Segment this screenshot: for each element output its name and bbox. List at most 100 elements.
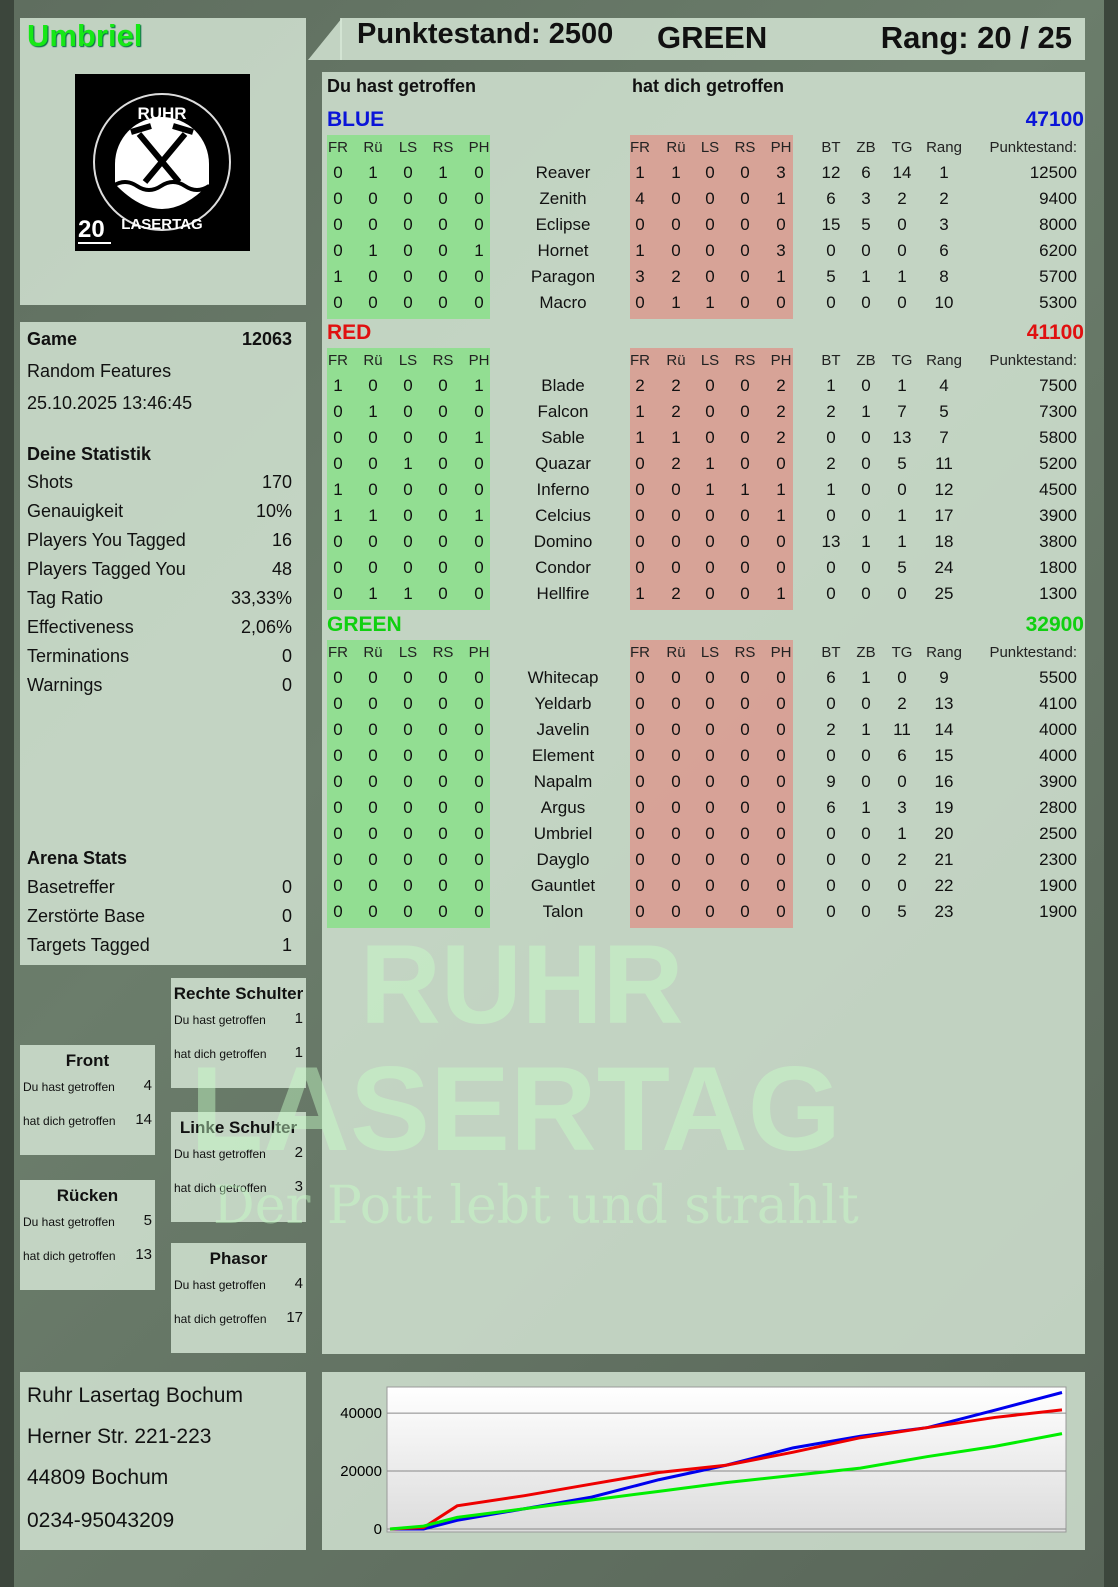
stat-cell: 1 [861,402,871,421]
stat-cell: 0 [861,584,871,603]
stat-row: Players You Tagged 16 [27,530,292,551]
col-header: PH [468,139,490,156]
hit-you-cell: 1 [776,506,786,525]
stat-cell: 2 [826,454,836,473]
player-name: Element [531,746,595,765]
hit-you-cell: 0 [635,454,645,473]
hit-you-label: hat dich getroffen [174,1181,267,1195]
you-hit-cell: 0 [438,850,448,869]
you-hit-cell: 0 [474,215,484,234]
stat-cell: 1 [897,824,907,843]
stat-cell: 4 [939,376,949,395]
col-header: Rü [666,644,686,661]
hit-you-cell: 0 [740,428,750,447]
you-hit-cell: 0 [403,506,413,525]
stat-cell: 6 [826,668,836,687]
stat-cell: 0 [861,824,871,843]
hit-you-cell: 0 [635,293,645,312]
hit-zone-1: Front Du hast getroffen 4 hat dich getroffe… [20,1045,155,1155]
hit-you-cell: 0 [671,798,681,817]
player-score: 8000 [1039,215,1077,234]
hit-you-cell: 0 [776,293,786,312]
player-score: 9400 [1039,189,1077,208]
you-hit-cell: 1 [474,376,484,395]
you-hit-cell: 1 [368,402,378,421]
stat-label: Warnings [27,675,103,695]
hit-zone-title: Rechte Schulter [173,984,304,1003]
you-hit-cell: 0 [333,454,343,473]
stat-cell: 2 [897,850,907,869]
col-header: PH [770,352,792,369]
game-datetime-text: 25.10.2025 13:46:45 [27,393,193,413]
player-team: GREEN [657,20,768,55]
stat-cell: 1 [861,668,871,687]
arena-title-text: Arena Stats [27,848,128,868]
hit-you-cell: 1 [635,428,645,447]
you-hit-cell: 0 [438,402,448,421]
stat-cell: 16 [934,772,954,791]
hit-you-cell: 0 [705,163,715,182]
you-hit-cell: 0 [368,215,378,234]
stat-cell: 1 [897,376,907,395]
player-name: Reaver [535,163,591,182]
svg-text:20: 20 [78,216,105,243]
stat-cell: 9 [826,772,836,791]
hit-you-cell: 0 [635,694,645,713]
you-hit-value: 1 [294,1010,303,1027]
hit-you-cell: 4 [635,189,645,208]
col-header: Rü [666,352,686,369]
stat-cell: 22 [934,876,954,895]
you-hit-cell: 0 [368,454,378,473]
you-hit-cell: 0 [333,824,343,843]
stat-cell: 2 [897,694,907,713]
player-score: 1900 [1039,876,1077,895]
you-hit-cell: 0 [438,558,448,577]
you-hit-block [327,135,490,319]
you-hit-cell: 0 [474,720,484,739]
you-hit-label: Du hast getroffen [174,1147,266,1161]
stat-value: 170 [261,472,292,492]
you-hit-cell: 0 [474,480,484,499]
hit-you-cell: 0 [635,850,645,869]
stat-cell: 0 [897,876,907,895]
player-score: 5800 [1039,428,1077,447]
player-name: Gauntlet [530,876,596,895]
player-score: 2300 [1039,850,1077,869]
you-hit-cell: 0 [333,402,343,421]
hit-you-cell: 0 [705,376,715,395]
hit-you-cell: 0 [635,824,645,843]
stat-value: 16 [271,530,292,550]
stat-cell: 14 [892,163,912,182]
you-hit-cell: 0 [403,428,413,447]
stat-cell: 8 [939,267,949,286]
arena-row: Zerstörte Base 0 [27,906,292,927]
stat-cell: 5 [939,402,949,421]
address-city: 44809 Bochum [27,1466,169,1489]
stat-cell: 7 [897,402,907,421]
hit-you-cell: 0 [671,241,681,260]
you-hit-cell: 0 [403,189,413,208]
col-header: Rang [926,644,962,661]
hit-you-label: hat dich getroffen [174,1312,267,1326]
stat-cell: 6 [826,189,836,208]
player-name: Yeldarb [534,694,592,713]
hit-you-value: 13 [135,1246,152,1263]
hit-you-cell: 0 [740,798,750,817]
arena-label: Zerstörte Base [27,906,146,926]
you-hit-cell: 0 [438,798,448,817]
y-tick-label: 0 [374,1521,382,1538]
y-tick-label: 20000 [340,1463,382,1480]
hit-you-block [630,135,793,319]
stat-label: Tag Ratio [27,588,104,608]
you-hit-cell: 1 [474,428,484,447]
team-total: 47100 [1025,108,1084,131]
stat-cell: 0 [861,506,871,525]
col-header: Rang [926,352,962,369]
you-hit-cell: 0 [403,824,413,843]
you-hit-cell: 0 [474,163,484,182]
hit-you-cell: 0 [740,902,750,921]
hit-you-cell: 3 [776,163,786,182]
address-street: Herner Str. 221-223 [27,1425,212,1448]
team-total: 32900 [1025,613,1084,636]
you-hit-cell: 0 [403,163,413,182]
